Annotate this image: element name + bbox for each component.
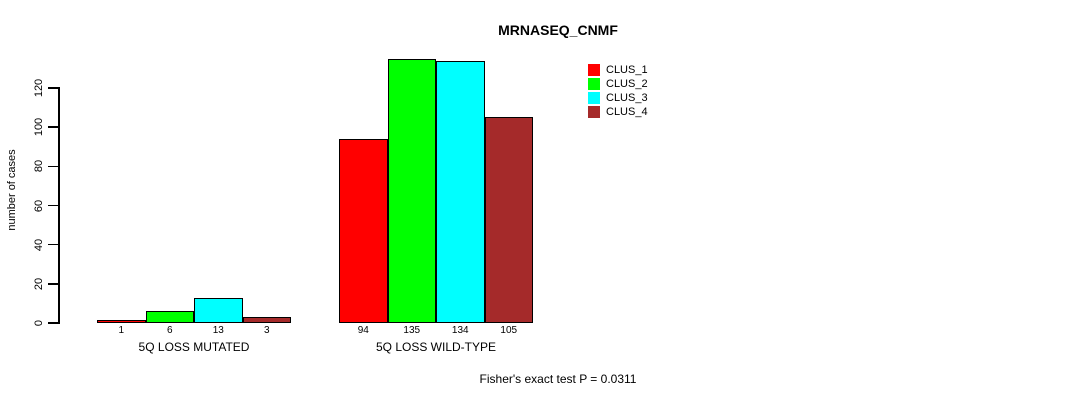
legend-label: CLUS_4 bbox=[606, 106, 648, 118]
bar-clus_4-group2 bbox=[484, 117, 533, 323]
legend-label: CLUS_2 bbox=[606, 78, 648, 90]
stats-footnote: Fisher's exact test P = 0.0311 bbox=[479, 372, 637, 386]
bar-clus_3-group2 bbox=[436, 60, 485, 323]
y-tick-label: 20 bbox=[33, 277, 45, 290]
y-tick-label: 120 bbox=[33, 78, 45, 98]
group-label: 5Q LOSS WILD-TYPE bbox=[375, 340, 497, 354]
bar-value-label: 135 bbox=[403, 325, 421, 336]
bar-value-label: 105 bbox=[500, 325, 518, 336]
group-label: 5Q LOSS MUTATED bbox=[138, 340, 250, 354]
bar-value-label: 94 bbox=[357, 325, 369, 336]
legend-swatch-clus_3 bbox=[588, 92, 600, 104]
y-tick-mark bbox=[48, 87, 58, 89]
y-tick-mark bbox=[48, 243, 58, 246]
legend-label: CLUS_3 bbox=[606, 92, 648, 104]
bar-clus_2-group1 bbox=[145, 311, 194, 323]
bar-value-label: 6 bbox=[166, 325, 173, 336]
y-tick-label: 100 bbox=[33, 117, 45, 137]
legend-swatch-clus_2 bbox=[588, 78, 600, 90]
bar-clus_2-group2 bbox=[387, 58, 436, 323]
y-tick-mark bbox=[48, 322, 58, 324]
bar-clus_3-group1 bbox=[194, 297, 243, 323]
legend-swatch-clus_4 bbox=[588, 106, 600, 118]
bar-value-label: 3 bbox=[263, 325, 270, 336]
bar-value-label: 1 bbox=[118, 325, 125, 336]
chart-title: MRNASEQ_CNMF bbox=[498, 22, 618, 38]
bar-clus_1-group2 bbox=[339, 138, 388, 323]
legend-swatch-clus_1 bbox=[588, 64, 600, 76]
y-tick-label: 0 bbox=[33, 319, 45, 327]
bar-clus_1-group1 bbox=[97, 320, 146, 323]
y-axis-label: number of cases bbox=[6, 149, 18, 231]
y-tick-label: 40 bbox=[33, 238, 45, 251]
bar-value-label: 13 bbox=[212, 325, 224, 336]
bar-clus_4-group1 bbox=[242, 317, 291, 323]
y-tick-mark bbox=[48, 204, 58, 207]
y-tick-mark bbox=[48, 165, 58, 168]
legend-label: CLUS_1 bbox=[606, 64, 648, 76]
bar-value-label: 134 bbox=[451, 325, 469, 336]
y-axis-line bbox=[58, 87, 60, 324]
y-tick-mark bbox=[48, 283, 58, 285]
y-tick-label: 60 bbox=[33, 199, 45, 212]
y-tick-mark bbox=[48, 126, 58, 128]
y-tick-label: 80 bbox=[33, 160, 45, 173]
